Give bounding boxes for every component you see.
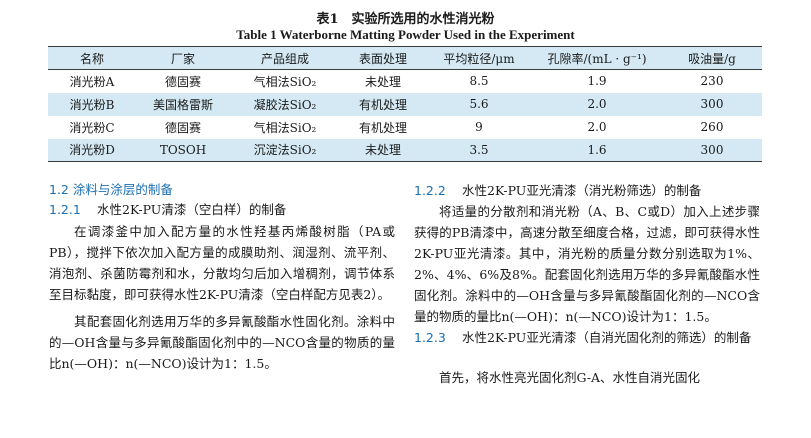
table-cell: 沉淀法SiO₂ xyxy=(230,138,340,162)
body-paragraph: 其配套固化剂选用万华的多异氰酸酯水性固化剂。涂料中的—OH含量与多异氰酸酯固化剂… xyxy=(49,314,395,371)
table-cell: 未处理 xyxy=(364,74,401,89)
table-cell: 5.6 xyxy=(469,97,489,111)
table-row: 消光粉B 美国格雷斯 凝胶法SiO₂ 有机处理 5.6 2.0 300 xyxy=(48,92,762,116)
header-cell-name: 名称 xyxy=(48,46,136,70)
table-cell: 未处理 xyxy=(340,138,426,162)
subsection-title: 水性2K-PU亚光清漆（自消光固化剂的筛选）的制备 xyxy=(462,330,752,345)
header-cell-particle-size: 平均粒径/μm xyxy=(426,46,532,70)
table-cell: 260 xyxy=(700,120,724,134)
subsection-number: 1.2.2 xyxy=(414,183,446,198)
table-cell: 300 xyxy=(662,138,762,162)
table-header-row: 名称 厂家 产品组成 表面处理 平均粒径/μm 孔隙率/(mL · g⁻¹) 吸… xyxy=(48,46,762,70)
table-cell: 2.0 xyxy=(587,97,607,111)
body-paragraph: 在调漆釜中加入配方量的水性羟基丙烯酸树脂（PA或PB），搅拌下依次加入配方量的成… xyxy=(49,224,395,302)
table-caption-cn: 表1 实验所选用的水性消光粉 xyxy=(316,12,495,27)
subsection-heading: 1.2.2 水性2K-PU亚光清漆（消光粉筛选）的制备 xyxy=(414,180,760,201)
subsection-heading: 1.2.1 水性2K-PU清漆（空白样）的制备 xyxy=(49,199,395,220)
table-cell: 消光粉D xyxy=(48,138,136,162)
subsection-title: 水性2K-PU清漆（空白样）的制备 xyxy=(97,202,287,217)
subsection-number: 1.2.1 xyxy=(49,202,81,217)
matting-powder-table: 名称 厂家 产品组成 表面处理 平均粒径/μm 孔隙率/(mL · g⁻¹) 吸… xyxy=(48,46,762,162)
table-cell: TOSOH xyxy=(136,138,230,162)
header-cell-composition: 产品组成 xyxy=(230,46,340,70)
table-cell: 有机处理 xyxy=(358,120,407,135)
table-cell: 1.9 xyxy=(587,74,607,89)
table-cell: 2.0 xyxy=(587,120,607,134)
table-row: 消光粉D TOSOH 沉淀法SiO₂ 未处理 3.5 1.6 300 xyxy=(48,138,762,162)
table-cell: 德固赛 xyxy=(164,120,201,135)
table-cell: 3.5 xyxy=(426,138,532,162)
table-cell: 9 xyxy=(475,120,483,134)
table-cell: 凝胶法SiO₂ xyxy=(253,97,317,112)
table-row: 消光粉A 德固赛 气相法SiO₂ 未处理 8.5 1.9 230 xyxy=(48,70,762,93)
table-cell: 有机处理 xyxy=(358,97,407,112)
table-cell: 德固赛 xyxy=(164,74,201,89)
body-paragraph: 将适量的分散剂和消光粉（A、B、C或D）加入上述步骤获得的PB清漆中，高速分散至… xyxy=(414,204,760,324)
body-paragraph: 首先，将水性亮光固化剂G-A、水性自消光固化 xyxy=(439,370,700,385)
table-row: 消光粉C 德固赛 气相法SiO₂ 有机处理 9 2.0 260 xyxy=(48,116,762,139)
table-cell: 气相法SiO₂ xyxy=(253,74,317,89)
table-caption-en: Table 1 Waterborne Matting Powder Used i… xyxy=(236,27,575,42)
header-cell-porosity: 孔隙率/(mL · g⁻¹) xyxy=(532,46,662,70)
table-cell: 消光粉C xyxy=(69,120,115,135)
right-column: 1.2.2 水性2K-PU亚光清漆（消光粉筛选）的制备 将适量的分散剂和消光粉（… xyxy=(414,180,760,388)
table-cell: 美国格雷斯 xyxy=(152,97,213,112)
table-cell: 消光粉A xyxy=(69,74,115,89)
subsection-title: 水性2K-PU亚光清漆（消光粉筛选）的制备 xyxy=(462,183,702,198)
section-heading: 1.2 涂料与涂层的制备 xyxy=(49,182,173,197)
header-cell-manufacturer: 厂家 xyxy=(136,46,230,70)
left-column: 1.2 涂料与涂层的制备 1.2.1 水性2K-PU清漆（空白样）的制备 在调漆… xyxy=(49,180,395,374)
table-cell: 1.6 xyxy=(532,138,662,162)
table-cell: 消光粉B xyxy=(69,97,115,112)
header-cell-oil-absorption: 吸油量/g xyxy=(662,46,762,70)
header-cell-surface-treatment: 表面处理 xyxy=(340,46,426,70)
subsection-heading: 1.2.3 水性2K-PU亚光清漆（自消光固化剂的筛选）的制备 xyxy=(414,327,760,367)
table-cell: 8.5 xyxy=(469,74,489,89)
table-cell: 230 xyxy=(700,74,724,89)
table-cell: 300 xyxy=(700,97,724,111)
subsection-number: 1.2.3 xyxy=(414,330,446,345)
table-cell: 气相法SiO₂ xyxy=(253,120,317,135)
